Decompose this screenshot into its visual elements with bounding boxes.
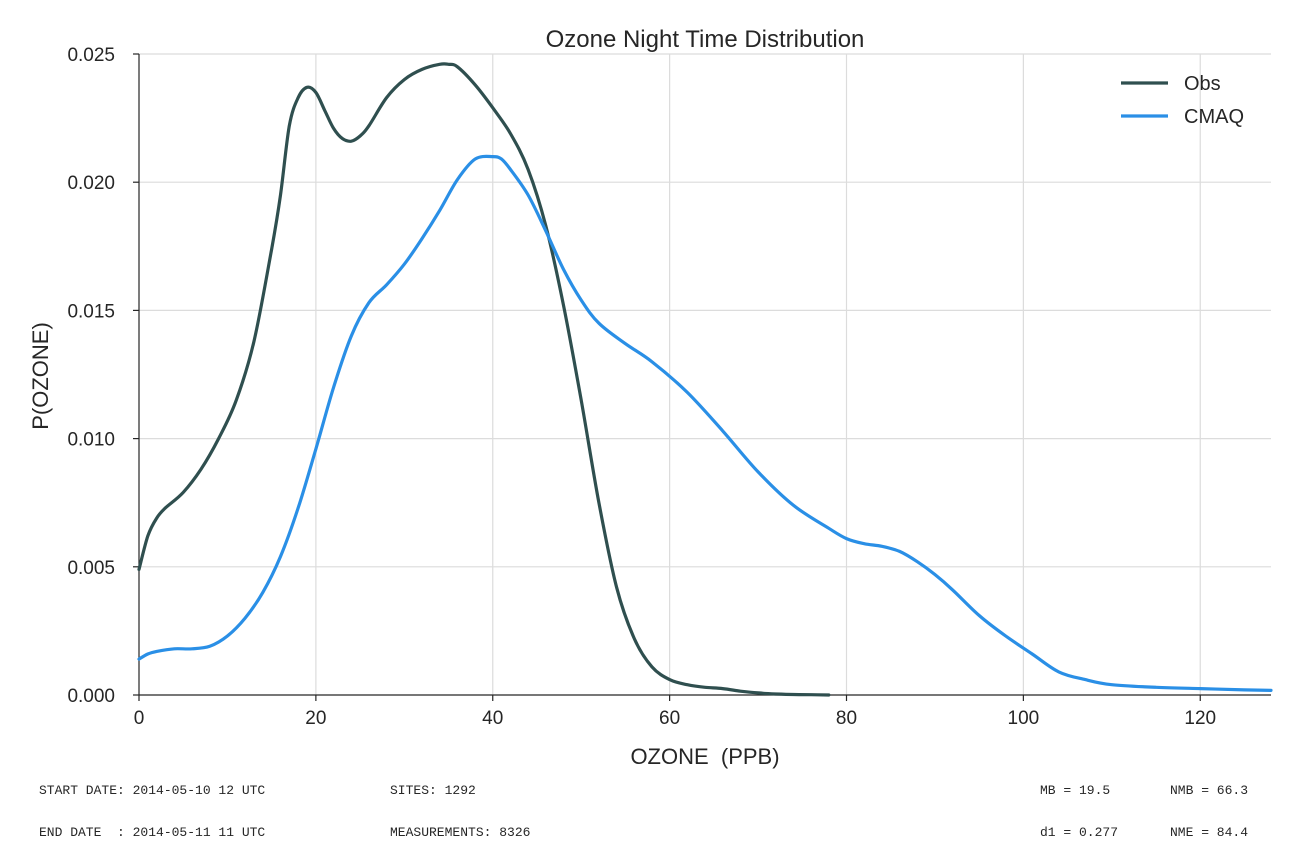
series-line-obs <box>137 62 831 697</box>
ozone-distribution-chart: 0 20 40 60 80 100 120 0.000 0.005 0.010 0.015 0.020… <box>28 26 1273 769</box>
measurements-text: MEASUREMENTS: 8326 <box>390 825 531 840</box>
x-tick-label: 40 <box>482 708 503 729</box>
footer-stats-left: MB = 19.5 d1 = 0.277 <box>1040 756 1118 854</box>
y-tick-label: 0.000 <box>67 686 115 707</box>
d1-text: d1 = 0.277 <box>1040 825 1119 840</box>
y-tick-label: 0.020 <box>67 173 115 194</box>
x-tick-label: 20 <box>305 708 326 729</box>
axes <box>138 54 1271 696</box>
legend-label-cmaq: CMAQ <box>1184 106 1244 128</box>
start-date-text: START DATE: 2014-05-10 12 UTC <box>39 783 266 798</box>
x-tick-label: 120 <box>1184 708 1216 729</box>
series-lines <box>137 62 1273 697</box>
legend-label-obs: Obs <box>1184 73 1221 95</box>
footer-stats-right: NMB = 66.3 NME = 84.4 <box>1170 756 1248 854</box>
y-tick-label: 0.005 <box>67 558 115 579</box>
x-tick-label: 80 <box>836 708 857 729</box>
footer-dates: START DATE: 2014-05-10 12 UTC END DATE :… <box>39 756 265 854</box>
nmb-text: NMB = 66.3 <box>1170 783 1249 798</box>
y-tick-label: 0.010 <box>67 430 115 451</box>
end-date-text: END DATE : 2014-05-11 11 UTC <box>39 825 266 840</box>
chart-title: Ozone Night Time Distribution <box>546 26 865 53</box>
series-line-cmaq <box>137 154 1273 692</box>
x-axis-label: OZONE (PPB) <box>630 744 779 769</box>
mb-text: MB = 19.5 <box>1040 783 1111 798</box>
y-tick-label: 0.025 <box>67 45 115 66</box>
sites-text: SITES: 1292 <box>390 783 476 798</box>
y-tick-label: 0.015 <box>67 301 115 322</box>
x-tick-label: 0 <box>134 708 145 729</box>
x-tick-label: 100 <box>1008 708 1040 729</box>
axis-ticks: 0 20 40 60 80 100 120 0.000 0.005 0.010 0.015 0.020… <box>67 45 1216 729</box>
legend: Obs CMAQ <box>1121 73 1244 128</box>
nme-text: NME = 84.4 <box>1170 825 1249 840</box>
grid-lines <box>139 53 1271 695</box>
y-axis-label: P(OZONE) <box>28 322 53 430</box>
x-tick-label: 60 <box>659 708 680 729</box>
footer-counts: SITES: 1292 MEASUREMENTS: 8326 <box>390 756 530 854</box>
